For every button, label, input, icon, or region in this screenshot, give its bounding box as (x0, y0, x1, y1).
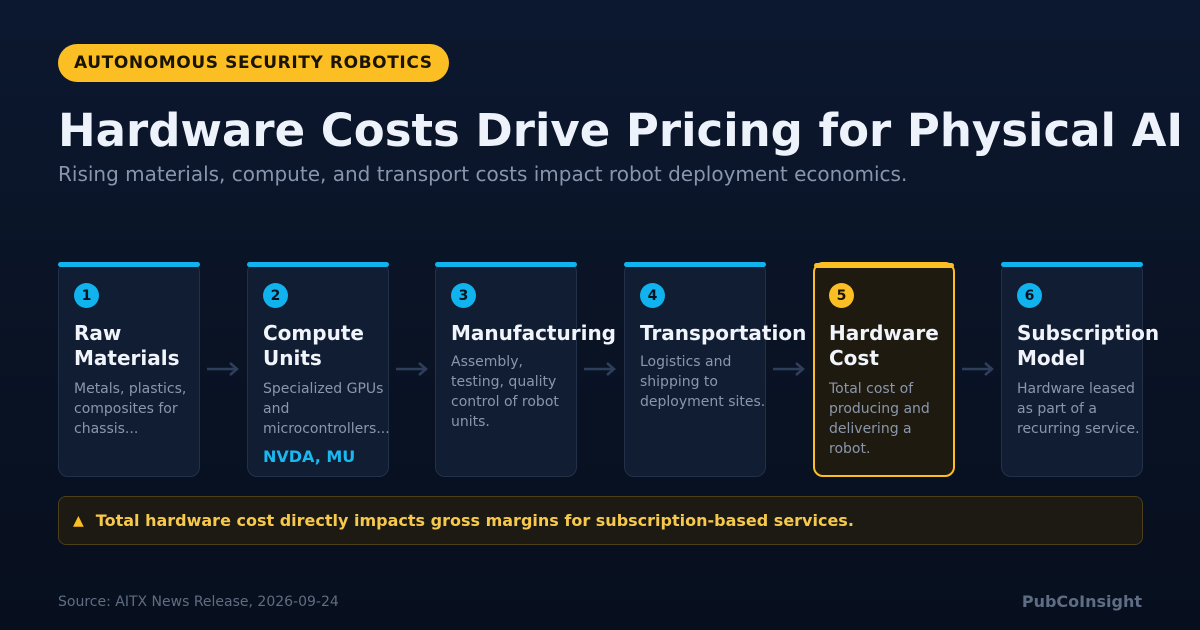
step-name: Hardware Cost (829, 321, 939, 370)
step-name: Transportation (640, 321, 807, 345)
arrow-right-icon (396, 362, 428, 376)
step-accent-bar (624, 262, 766, 267)
step-number-badge: 3 (451, 283, 476, 308)
impact-callout: ▲ Total hardware cost directly impacts g… (58, 496, 1143, 545)
step-description: Logistics and shipping to deployment sit… (640, 354, 766, 410)
page-subtitle: Rising materials, compute, and transport… (58, 162, 908, 186)
step-card-transportation: 4 Transportation Logistics and shipping … (624, 262, 806, 477)
category-badge: AUTONOMOUS SECURITY ROBOTICS (58, 44, 449, 82)
step-number-badge: 6 (1017, 283, 1042, 308)
warning-icon: ▲ (73, 512, 84, 529)
arrow-right-icon (962, 362, 994, 376)
step-accent-bar (58, 262, 200, 267)
step-description: Assembly, testing, quality control of ro… (451, 354, 559, 430)
step-tickers: NVDA, MU (263, 447, 356, 466)
arrow-right-icon (207, 362, 239, 376)
brand-logo: PubCoInsight (1021, 592, 1142, 611)
step-card-subscription-model: 6 Subscription Model Hardware leased as … (1001, 262, 1159, 477)
step-accent-bar (247, 262, 389, 267)
arrow-right-icon (773, 362, 805, 376)
step-description: Metals, plastics, composites for chassis… (74, 381, 187, 437)
step-number-badge: 1 (74, 283, 99, 308)
step-description: Hardware leased as part of a recurring s… (1017, 381, 1140, 437)
arrow-right-icon (584, 362, 616, 376)
step-card-hardware-cost: 5 Hardware Cost Total cost of producing … (813, 262, 955, 477)
step-card-manufacturing: 3 Manufacturing Assembly, testing, quali… (435, 262, 616, 477)
step-card-raw-materials: 1 Raw Materials Metals, plastics, compos… (58, 262, 200, 477)
step-name: Raw Materials (74, 321, 180, 370)
source-note: Source: AITX News Release, 2026-09-24 (58, 594, 339, 610)
step-number-badge: 2 (263, 283, 288, 308)
step-number-badge: 5 (829, 283, 854, 308)
step-name: Compute Units (263, 321, 364, 370)
callout-text: Total hardware cost directly impacts gro… (95, 511, 854, 530)
step-description: Total cost of producing and delivering a… (829, 381, 930, 457)
step-accent-bar (814, 263, 954, 268)
step-accent-bar (1001, 262, 1143, 267)
page-title: Hardware Costs Drive Pricing for Physica… (58, 104, 1184, 157)
step-accent-bar (435, 262, 577, 267)
step-name: Subscription Model (1017, 321, 1160, 370)
step-card-compute-units: 2 Compute Units Specialized GPUs and mic… (247, 262, 390, 477)
step-number-badge: 4 (640, 283, 665, 308)
step-description: Specialized GPUs and microcontrollers... (263, 381, 390, 437)
step-name: Manufacturing (451, 321, 616, 345)
